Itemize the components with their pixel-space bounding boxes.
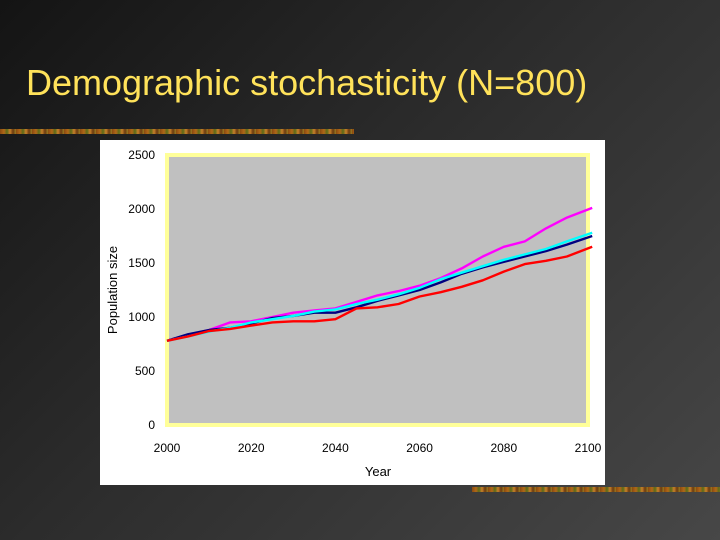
x-axis-ticks: 2000 2020 2040 2060 2080 2100 xyxy=(154,441,602,455)
y-axis-ticks: 0 500 1000 1500 2000 2500 xyxy=(128,148,155,432)
footer-divider xyxy=(472,487,720,492)
x-tick-label: 2080 xyxy=(490,441,517,455)
x-tick-label: 2000 xyxy=(154,441,181,455)
x-tick-label: 2020 xyxy=(238,441,265,455)
series-line-1 xyxy=(166,206,593,342)
x-axis-label: Year xyxy=(365,464,392,479)
y-tick-label: 0 xyxy=(148,418,155,432)
y-axis-label: Population size xyxy=(105,246,120,334)
series-line-4 xyxy=(166,245,593,342)
x-tick-label: 2040 xyxy=(322,441,349,455)
series-line-3 xyxy=(166,231,593,342)
y-tick-label: 2000 xyxy=(128,202,155,216)
y-tick-label: 500 xyxy=(135,364,155,378)
y-tick-label: 2500 xyxy=(128,148,155,162)
y-tick-label: 1000 xyxy=(128,310,155,324)
series-lines xyxy=(166,206,593,342)
title-divider xyxy=(0,129,354,134)
population-chart: 0 500 1000 1500 2000 2500 2000 2020 2040 2060 208… xyxy=(105,148,602,479)
chart-panel: 0 500 1000 1500 2000 2500 2000 2020 2040 2060 208… xyxy=(100,140,605,485)
plot-area xyxy=(165,153,590,427)
x-tick-label: 2060 xyxy=(406,441,433,455)
y-tick-label: 1500 xyxy=(128,256,155,270)
slide-title: Demographic stochasticity (N=800) xyxy=(26,62,588,103)
x-tick-label: 2100 xyxy=(575,441,602,455)
